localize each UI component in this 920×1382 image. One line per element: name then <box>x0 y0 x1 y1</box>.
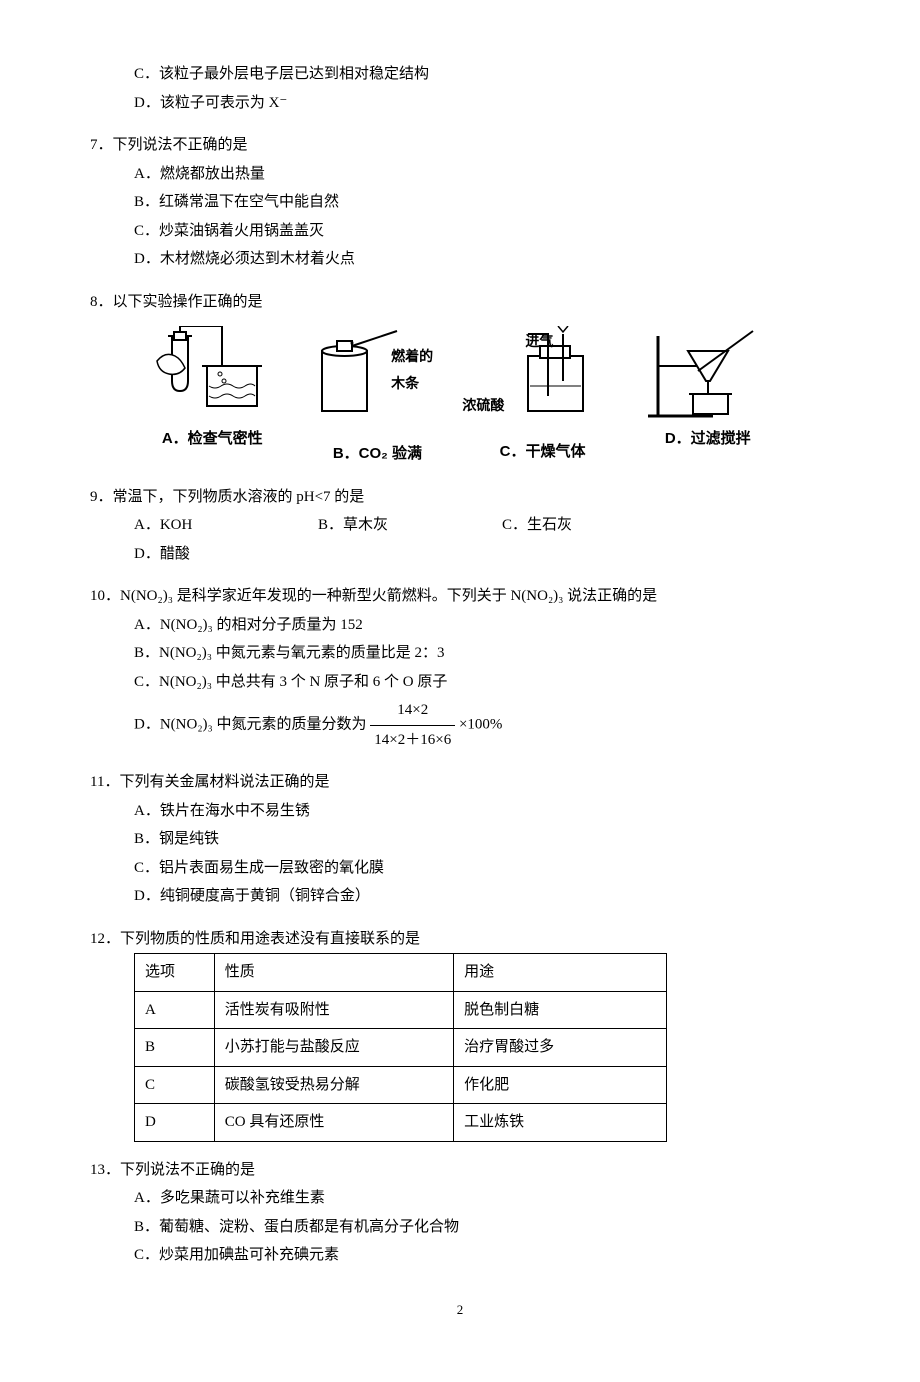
q12-r2-c2: 碳酸氢铵受热易分解 <box>214 1066 453 1104</box>
q10-stem: 10．N(NO₂)₃ 是科学家近年发现的一种新型火箭燃料。下列关于 N(NO₂)… <box>90 582 830 611</box>
table-row: B 小苏打能与盐酸反应 治疗胃酸过多 <box>135 1029 667 1067</box>
q8-annot-b1: 燃着的 <box>391 345 446 372</box>
question-9: 9．常温下，下列物质水溶液的 pH<7 的是 A．KOH B．草木灰 C．生石灰… <box>90 483 830 569</box>
q13-stem: 13．下列说法不正确的是 <box>90 1156 830 1185</box>
q11-option-c: C．铝片表面易生成一层致密的氧化膜 <box>134 854 492 883</box>
q12-r3-c1: D <box>135 1104 215 1142</box>
fraction-numerator: 14×2 <box>370 696 455 726</box>
q12-h2: 性质 <box>214 954 453 992</box>
q10-d-tail: ×100% <box>459 717 502 733</box>
q13-option-a: A．多吃果蔬可以补充维生素 <box>134 1184 830 1213</box>
q11-stem: 11．下列有关金属材料说法正确的是 <box>90 768 830 797</box>
q12-r2-c1: C <box>135 1066 215 1104</box>
q8-stem: 8．以下实验操作正确的是 <box>90 288 830 317</box>
q12-r1-c1: B <box>135 1029 215 1067</box>
q12-r1-c3: 治疗胃酸过多 <box>454 1029 667 1067</box>
q6-option-d: D．该粒子可表示为 X⁻ <box>134 89 492 118</box>
question-11: 11．下列有关金属材料说法正确的是 A．铁片在海水中不易生锈 B．钢是纯铁 C．… <box>90 768 830 911</box>
page-number: 2 <box>90 1298 830 1323</box>
table-header-row: 选项 性质 用途 <box>135 954 667 992</box>
q12-table: 选项 性质 用途 A 活性炭有吸附性 脱色制白糖 B 小苏打能与盐酸反应 治疗胃… <box>134 953 667 1142</box>
q8-annot-b2: 木条 <box>391 372 446 399</box>
q8-figures: A．检查气密性 燃着的 木条 B．CO₂ 验满 <box>134 326 786 469</box>
table-row: A 活性炭有吸附性 脱色制白糖 <box>135 991 667 1029</box>
q12-r0-c1: A <box>135 991 215 1029</box>
q9-option-d: D．醋酸 <box>134 540 318 569</box>
q9-option-a: A．KOH <box>134 511 318 540</box>
apparatus-d-icon <box>643 326 773 421</box>
q10-option-d: D．N(NO₂)₃ 中氮元素的质量分数为 14×2 14×2＋16×6 ×100… <box>134 696 830 754</box>
question-7: 7．下列说法不正确的是 A．燃烧都放出热量 B．红磷常温下在空气中能自然 C．炒… <box>90 131 830 274</box>
q12-h1: 选项 <box>135 954 215 992</box>
apparatus-a-icon <box>152 326 272 421</box>
q8-caption-d: D．过滤搅拌 <box>630 425 786 454</box>
q8-caption-b: B．CO₂ 验满 <box>299 440 455 469</box>
q10-option-a: A．N(NO₂)₃ 的相对分子质量为 152 <box>134 611 830 640</box>
q8-fig-c: 进气 浓硫酸 C．干燥气体 <box>464 326 620 469</box>
fraction-icon: 14×2 14×2＋16×6 <box>370 696 455 754</box>
q10-d-prefix: D．N(NO₂)₃ 中氮元素的质量分数为 <box>134 717 367 733</box>
table-row: C 碳酸氢铵受热易分解 作化肥 <box>135 1066 667 1104</box>
q7-option-d: D．木材燃烧必须达到木材着火点 <box>134 245 492 274</box>
q8-fig-d: D．过滤搅拌 <box>630 326 786 469</box>
q13-option-c: C．炒菜用加碘盐可补充碘元素 <box>134 1241 830 1270</box>
q8-caption-c: C．干燥气体 <box>464 438 620 467</box>
q10-option-b: B．N(NO₂)₃ 中氮元素与氧元素的质量比是 2：3 <box>134 639 830 668</box>
q7-option-b: B．红磷常温下在空气中能自然 <box>134 188 492 217</box>
q6-option-c: C．该粒子最外层电子层已达到相对稳定结构 <box>134 60 492 89</box>
q11-option-b: B．钢是纯铁 <box>134 825 492 854</box>
fraction-denominator: 14×2＋16×6 <box>370 726 455 755</box>
q12-stem: 12．下列物质的性质和用途表述没有直接联系的是 <box>90 925 830 954</box>
q13-option-b: B．葡萄糖、淀粉、蛋白质都是有机高分子化合物 <box>134 1213 830 1242</box>
question-13: 13．下列说法不正确的是 A．多吃果蔬可以补充维生素 B．葡萄糖、淀粉、蛋白质都… <box>90 1156 830 1270</box>
q12-r3-c3: 工业炼铁 <box>454 1104 667 1142</box>
q12-r0-c2: 活性炭有吸附性 <box>214 991 453 1029</box>
q12-r2-c3: 作化肥 <box>454 1066 667 1104</box>
q12-r3-c2: CO 具有还原性 <box>214 1104 453 1142</box>
table-row: D CO 具有还原性 工业炼铁 <box>135 1104 667 1142</box>
q11-option-a: A．铁片在海水中不易生锈 <box>134 797 492 826</box>
q12-h3: 用途 <box>454 954 667 992</box>
q11-option-d: D．纯铜硬度高于黄铜（铜锌合金） <box>134 882 492 911</box>
q8-caption-a: A．检查气密性 <box>134 425 290 454</box>
q9-option-c: C．生石灰 <box>502 511 686 540</box>
q8-fig-a: A．检查气密性 <box>134 326 290 469</box>
q7-option-a: A．燃烧都放出热量 <box>134 160 492 189</box>
q12-r1-c2: 小苏打能与盐酸反应 <box>214 1029 453 1067</box>
question-8: 8．以下实验操作正确的是 <box>90 288 830 469</box>
q8-annot-c1: 进气 <box>519 330 559 357</box>
question-12: 12．下列物质的性质和用途表述没有直接联系的是 选项 性质 用途 A 活性炭有吸… <box>90 925 830 1142</box>
q9-stem: 9．常温下，下列物质水溶液的 pH<7 的是 <box>90 483 830 512</box>
q7-option-c: C．炒菜油锅着火用锅盖盖灭 <box>134 217 492 246</box>
q10-option-c: C．N(NO₂)₃ 中总共有 3 个 N 原子和 6 个 O 原子 <box>134 668 830 697</box>
question-10: 10．N(NO₂)₃ 是科学家近年发现的一种新型火箭燃料。下列关于 N(NO₂)… <box>90 582 830 754</box>
q12-r0-c3: 脱色制白糖 <box>454 991 667 1029</box>
q8-fig-b: 燃着的 木条 B．CO₂ 验满 <box>299 326 455 469</box>
q9-option-b: B．草木灰 <box>318 511 502 540</box>
q8-annot-c2: 浓硫酸 <box>462 394 522 421</box>
q6tail-options: C．该粒子最外层电子层已达到相对稳定结构 D．该粒子可表示为 X⁻ <box>134 60 830 117</box>
q7-stem: 7．下列说法不正确的是 <box>90 131 830 160</box>
